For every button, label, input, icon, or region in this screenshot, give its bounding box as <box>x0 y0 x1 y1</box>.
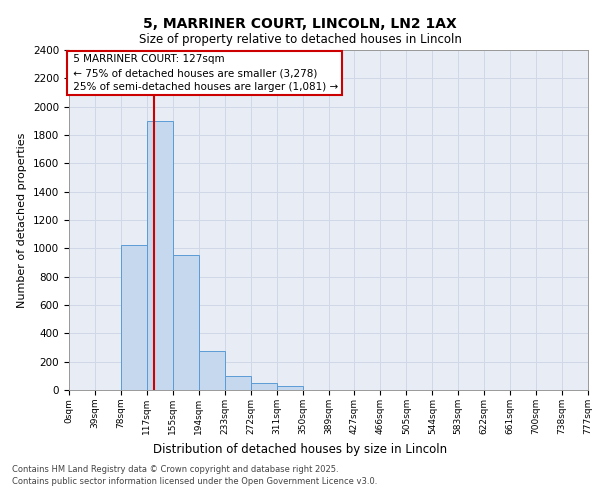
Text: Distribution of detached houses by size in Lincoln: Distribution of detached houses by size … <box>153 442 447 456</box>
Text: Size of property relative to detached houses in Lincoln: Size of property relative to detached ho… <box>139 32 461 46</box>
Bar <box>147 121 173 390</box>
Bar <box>173 256 199 390</box>
Text: 5, MARRINER COURT, LINCOLN, LN2 1AX: 5, MARRINER COURT, LINCOLN, LN2 1AX <box>143 18 457 32</box>
Bar <box>251 383 277 390</box>
Bar <box>121 245 147 390</box>
Bar <box>277 386 302 390</box>
Bar <box>224 376 251 390</box>
Text: 5 MARRINER COURT: 127sqm
 ← 75% of detached houses are smaller (3,278)
 25% of s: 5 MARRINER COURT: 127sqm ← 75% of detach… <box>70 54 338 92</box>
Text: Contains HM Land Registry data © Crown copyright and database right 2025.: Contains HM Land Registry data © Crown c… <box>12 466 338 474</box>
Text: Contains public sector information licensed under the Open Government Licence v3: Contains public sector information licen… <box>12 477 377 486</box>
Y-axis label: Number of detached properties: Number of detached properties <box>17 132 28 308</box>
Bar <box>199 351 224 390</box>
